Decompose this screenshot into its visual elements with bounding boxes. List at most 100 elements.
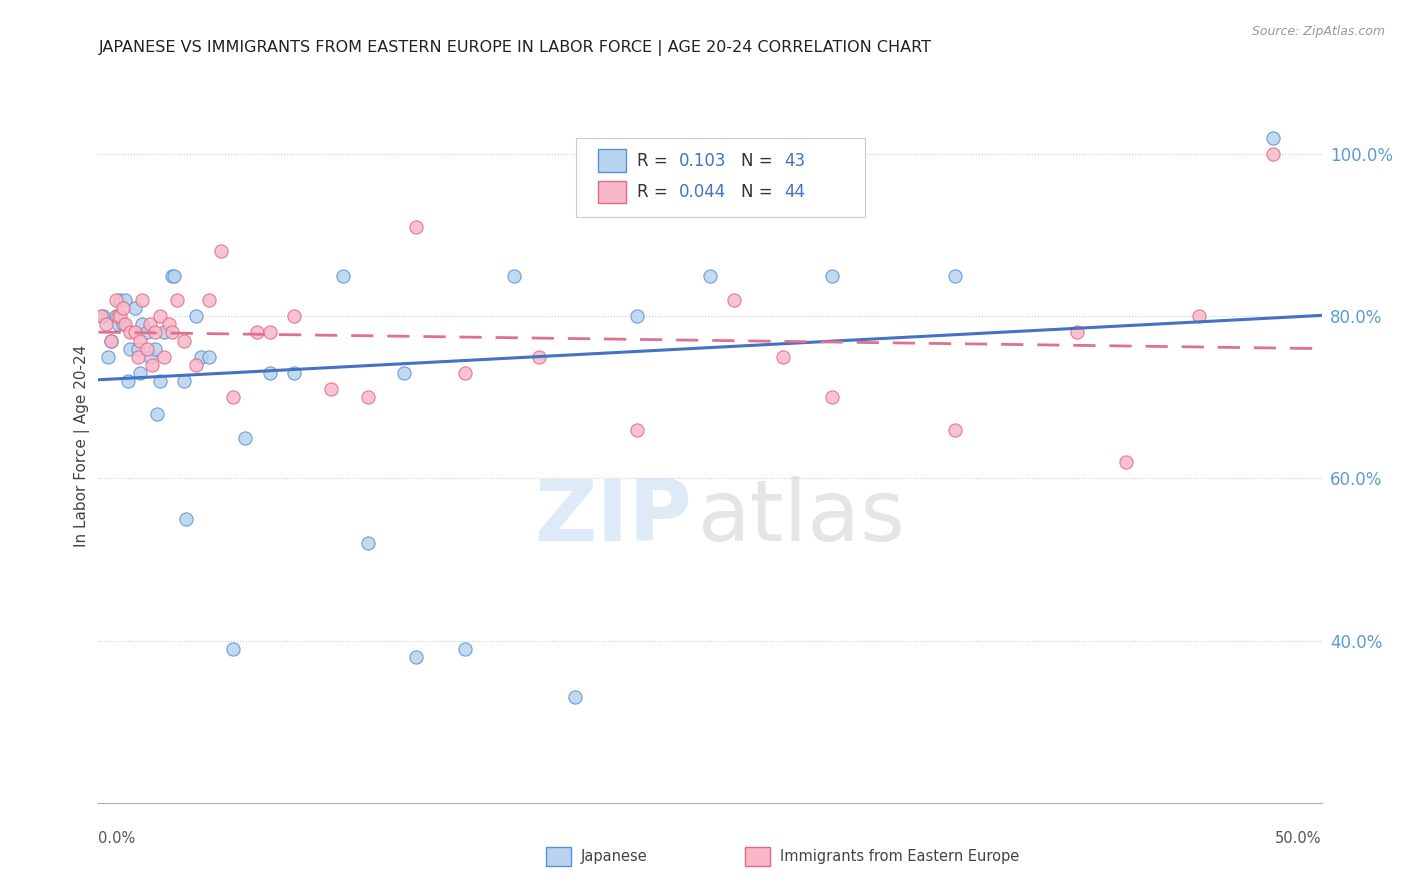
Point xyxy=(246,326,269,340)
Point xyxy=(1066,326,1088,340)
Text: Immigrants from Eastern Europe: Immigrants from Eastern Europe xyxy=(780,849,1019,863)
Point xyxy=(943,268,966,283)
Point xyxy=(1261,131,1284,145)
Point xyxy=(139,350,162,364)
Point xyxy=(100,334,122,348)
Point xyxy=(283,310,305,324)
Point xyxy=(626,423,648,437)
Text: 0.103: 0.103 xyxy=(679,152,727,169)
Point xyxy=(129,366,152,380)
Point xyxy=(405,220,427,235)
Point xyxy=(222,390,245,404)
Point xyxy=(157,318,180,332)
Point xyxy=(626,310,648,324)
Text: 50.0%: 50.0% xyxy=(1275,831,1322,847)
Point xyxy=(821,268,844,283)
Point xyxy=(131,318,153,332)
Point xyxy=(114,293,136,307)
Point xyxy=(127,350,149,364)
Point xyxy=(392,366,416,380)
Text: 0.0%: 0.0% xyxy=(98,831,135,847)
Point xyxy=(186,310,208,324)
Point xyxy=(699,268,721,283)
Point xyxy=(107,318,129,332)
Point xyxy=(943,423,966,437)
Point xyxy=(356,536,378,550)
Text: R =: R = xyxy=(637,152,673,169)
Point xyxy=(107,310,129,324)
Point xyxy=(166,293,188,307)
Text: Source: ZipAtlas.com: Source: ZipAtlas.com xyxy=(1251,25,1385,38)
Point xyxy=(114,318,136,332)
Point xyxy=(209,244,232,259)
Point xyxy=(111,318,134,332)
Point xyxy=(163,268,186,283)
Point xyxy=(153,350,176,364)
Point xyxy=(332,268,354,283)
Point xyxy=(146,407,169,421)
Point xyxy=(1115,455,1137,469)
Point xyxy=(136,326,159,340)
Point xyxy=(120,342,142,356)
Point xyxy=(454,641,477,656)
Text: JAPANESE VS IMMIGRANTS FROM EASTERN EUROPE IN LABOR FORCE | AGE 20-24 CORRELATIO: JAPANESE VS IMMIGRANTS FROM EASTERN EURO… xyxy=(98,40,931,56)
Point xyxy=(143,326,166,340)
Point xyxy=(454,366,477,380)
Point xyxy=(222,641,245,656)
Point xyxy=(143,342,166,356)
Point xyxy=(173,374,195,388)
Point xyxy=(283,366,305,380)
Point xyxy=(821,390,844,404)
Text: ZIP: ZIP xyxy=(534,475,692,559)
Point xyxy=(197,350,219,364)
Point xyxy=(124,326,146,340)
Text: R =: R = xyxy=(637,183,673,201)
Point xyxy=(259,326,281,340)
Point xyxy=(405,649,427,664)
Point xyxy=(117,374,139,388)
Point xyxy=(104,293,127,307)
Text: 44: 44 xyxy=(785,183,806,201)
Point xyxy=(319,382,342,396)
Point xyxy=(772,350,794,364)
Point xyxy=(129,334,152,348)
Point xyxy=(1188,310,1211,324)
Point xyxy=(503,268,526,283)
Point xyxy=(173,334,195,348)
Text: 43: 43 xyxy=(785,152,806,169)
Point xyxy=(259,366,281,380)
Point xyxy=(233,431,256,445)
Point xyxy=(110,293,132,307)
Text: 0.044: 0.044 xyxy=(679,183,727,201)
Text: N =: N = xyxy=(741,152,778,169)
Point xyxy=(100,334,122,348)
Point xyxy=(136,342,159,356)
Point xyxy=(141,358,163,372)
Point xyxy=(110,310,132,324)
Point xyxy=(190,350,212,364)
Point xyxy=(153,326,176,340)
Point xyxy=(139,318,162,332)
Text: N =: N = xyxy=(741,183,778,201)
Point xyxy=(186,358,208,372)
Point xyxy=(160,268,183,283)
Point xyxy=(120,326,142,340)
Point xyxy=(97,350,120,364)
Point xyxy=(723,293,745,307)
Point xyxy=(197,293,219,307)
Point xyxy=(104,310,127,324)
Point xyxy=(149,310,172,324)
Point xyxy=(160,326,183,340)
Point xyxy=(356,390,378,404)
Point xyxy=(1261,147,1284,161)
Y-axis label: In Labor Force | Age 20-24: In Labor Force | Age 20-24 xyxy=(75,345,90,547)
Point xyxy=(124,301,146,315)
Point xyxy=(90,310,112,324)
Point xyxy=(91,310,114,324)
Point xyxy=(94,318,117,332)
Point xyxy=(111,301,134,315)
Point xyxy=(527,350,550,364)
Text: atlas: atlas xyxy=(697,475,905,559)
Text: Japanese: Japanese xyxy=(581,849,647,863)
Point xyxy=(564,690,586,705)
